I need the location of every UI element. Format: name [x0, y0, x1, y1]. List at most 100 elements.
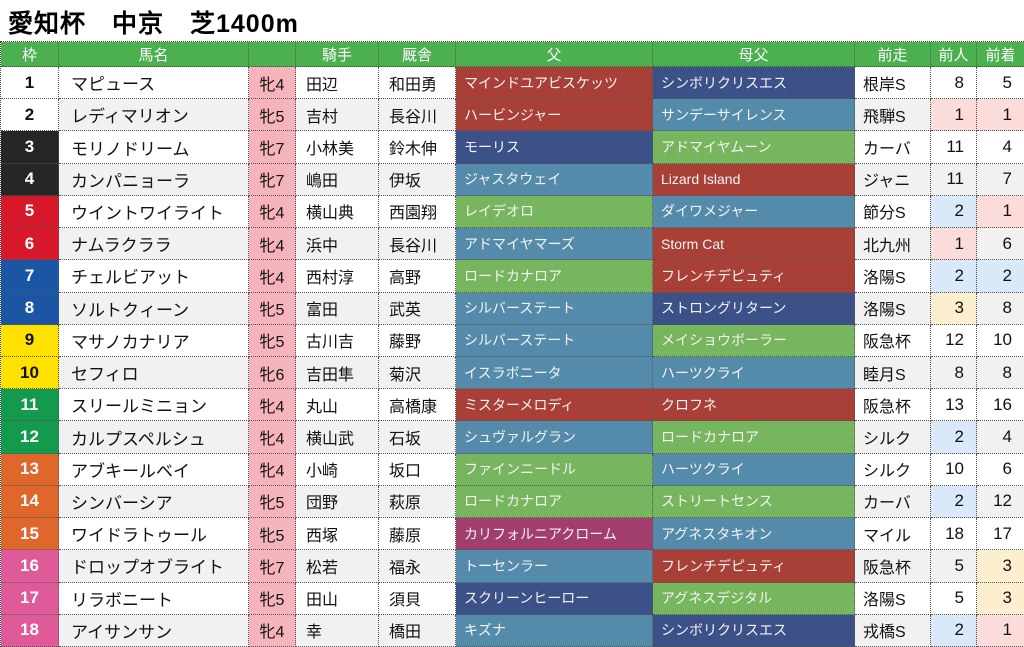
prev-race-cell: 阪急杯	[855, 550, 931, 583]
sire-cell: カリフォルニアクローム	[456, 518, 653, 551]
frame-number-cell: 14	[1, 485, 59, 519]
horse-name-cell: セフィロ	[59, 356, 249, 390]
sire-cell: ジャスタウェイ	[456, 163, 653, 196]
prev-finish-cell: 8	[977, 292, 1024, 325]
prev-race-cell: カーバ	[855, 131, 931, 164]
jockey-cell: 松若	[296, 550, 379, 583]
jockey-cell: 西塚	[296, 518, 379, 551]
jockey-cell: 丸山	[296, 389, 379, 422]
prev-finish-cell: 16	[977, 389, 1024, 422]
damsire-cell: シンボリクリスエス	[653, 614, 855, 647]
jockey-cell: 嶋田	[296, 163, 379, 196]
damsire-cell: Lizard Island	[653, 163, 855, 196]
damsire-cell: ストリートセンス	[653, 485, 855, 519]
prev-race-cell: マイル	[855, 518, 931, 551]
prev-finish-cell: 5	[977, 67, 1024, 100]
column-header-prev-race: 前走	[855, 42, 931, 67]
jockey-cell: 西村淳	[296, 260, 379, 293]
prev-finish-cell: 10	[977, 324, 1024, 357]
horse-name-cell: マピュース	[59, 67, 249, 100]
stable-cell: 鈴木伸	[379, 131, 456, 164]
prev-race-cell: 飛騨S	[855, 99, 931, 132]
sire-cell: イスラボニータ	[456, 356, 653, 390]
sex-age-cell: 牝4	[249, 453, 296, 486]
stable-cell: 伊坂	[379, 163, 456, 196]
sex-age-cell: 牝5	[249, 324, 296, 357]
stable-cell: 橋田	[379, 614, 456, 647]
sire-cell: ファインニードル	[456, 453, 653, 486]
prev-popularity-cell: 2	[931, 421, 977, 454]
sex-age-cell: 牝4	[249, 67, 296, 100]
stable-cell: 高野	[379, 260, 456, 293]
jockey-cell: 横山武	[296, 421, 379, 454]
frame-number-cell: 13	[1, 453, 59, 486]
frame-number-cell: 9	[1, 324, 59, 357]
prev-race-cell: 阪急杯	[855, 389, 931, 422]
jockey-cell: 吉田隼	[296, 356, 379, 390]
horse-name-cell: アブキールベイ	[59, 453, 249, 486]
jockey-cell: 小崎	[296, 453, 379, 486]
stable-cell: 萩原	[379, 485, 456, 519]
sire-cell: ロードカナロア	[456, 485, 653, 519]
frame-number-cell: 18	[1, 614, 59, 647]
prev-popularity-cell: 18	[931, 518, 977, 551]
prev-finish-cell: 1	[977, 195, 1024, 229]
frame-number-cell: 3	[1, 131, 59, 164]
sex-age-cell: 牝4	[249, 260, 296, 293]
damsire-cell: Storm Cat	[653, 228, 855, 261]
prev-race-cell: 阪急杯	[855, 324, 931, 357]
prev-finish-cell: 17	[977, 518, 1024, 551]
stable-cell: 福永	[379, 550, 456, 583]
prev-popularity-cell: 5	[931, 582, 977, 615]
prev-finish-cell: 6	[977, 228, 1024, 261]
frame-number-cell: 6	[1, 228, 59, 261]
prev-race-cell: 戎橋S	[855, 614, 931, 647]
column-header-frame: 枠	[1, 42, 59, 67]
jockey-cell: 幸	[296, 614, 379, 647]
horse-name-cell: ドロップオブライト	[59, 550, 249, 583]
jockey-cell: 田辺	[296, 67, 379, 100]
sire-cell: トーセンラー	[456, 550, 653, 583]
prev-race-cell: 洛陽S	[855, 582, 931, 615]
damsire-cell: ストロングリターン	[653, 292, 855, 325]
stable-cell: 須貝	[379, 582, 456, 615]
sex-age-cell: 牝5	[249, 99, 296, 132]
race-table: 枠 馬名 騎手 厩舎 父 母父 前走 前人 前着 1 マピュース 牝4 田辺 和田勇 マイ…	[0, 41, 1024, 647]
damsire-cell: ロードカナロア	[653, 421, 855, 454]
jockey-cell: 田山	[296, 582, 379, 615]
stable-cell: 菊沢	[379, 356, 456, 390]
prev-race-cell: 節分S	[855, 195, 931, 229]
frame-number-cell: 4	[1, 163, 59, 196]
sex-age-cell: 牝4	[249, 614, 296, 647]
damsire-cell: サンデーサイレンス	[653, 99, 855, 132]
frame-number-cell: 7	[1, 260, 59, 293]
damsire-cell: メイショウボーラー	[653, 324, 855, 357]
jockey-cell: 浜中	[296, 228, 379, 261]
horse-name-cell: シンバーシア	[59, 485, 249, 519]
column-header-jockey: 騎手	[296, 42, 379, 67]
prev-finish-cell: 4	[977, 131, 1024, 164]
damsire-cell: フレンチデピュティ	[653, 550, 855, 583]
horse-name-cell: モリノドリーム	[59, 131, 249, 164]
stable-cell: 石坂	[379, 421, 456, 454]
jockey-cell: 団野	[296, 485, 379, 519]
horse-name-cell: ソルトクィーン	[59, 292, 249, 325]
stable-cell: 藤原	[379, 518, 456, 551]
damsire-cell: クロフネ	[653, 389, 855, 422]
sire-cell: レイデオロ	[456, 195, 653, 229]
damsire-cell: シンボリクリスエス	[653, 67, 855, 100]
horse-name-cell: ワイドラトゥール	[59, 518, 249, 551]
prev-race-cell: 洛陽S	[855, 260, 931, 293]
prev-finish-cell: 2	[977, 260, 1024, 293]
sire-cell: モーリス	[456, 131, 653, 164]
prev-finish-cell: 1	[977, 99, 1024, 132]
horse-name-cell: チェルビアット	[59, 260, 249, 293]
horse-name-cell: スリールミニョン	[59, 389, 249, 422]
sex-age-cell: 牝4	[249, 195, 296, 229]
horse-name-cell: カルプスペルシュ	[59, 421, 249, 454]
stable-cell: 長谷川	[379, 228, 456, 261]
prev-finish-cell: 8	[977, 356, 1024, 390]
sire-cell: アドマイヤマーズ	[456, 228, 653, 261]
prev-popularity-cell: 8	[931, 67, 977, 100]
